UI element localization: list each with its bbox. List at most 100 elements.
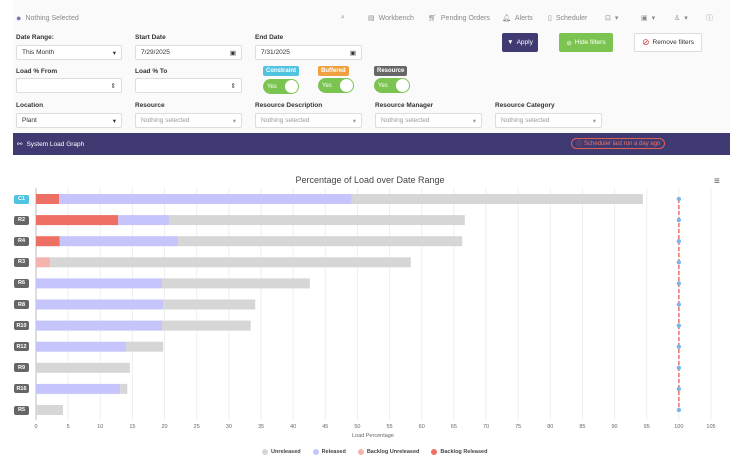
resource-category-select[interactable]: Nothing selected ▾	[495, 113, 602, 128]
language-menu[interactable]: ▣ ▾	[641, 12, 655, 24]
bar-unreleased	[178, 236, 463, 247]
bar-released	[36, 320, 162, 331]
workbench-icon: ▤	[368, 15, 375, 22]
scheduler-status-badge: ⓘ Scheduler last run a day ago	[571, 138, 666, 149]
category-label: R9	[14, 363, 29, 373]
bar-unreleased	[162, 320, 251, 331]
chevron-down-icon: ▾	[684, 15, 688, 22]
target-marker	[676, 260, 682, 265]
x-tick-label: 15	[129, 424, 136, 430]
nav-workbench[interactable]: ▤ Workbench	[368, 14, 414, 23]
x-tick-label: 45	[322, 424, 329, 430]
no-filter-icon: ⊘	[641, 37, 650, 47]
category-label: R6	[14, 278, 29, 288]
category-label: R12	[14, 342, 29, 352]
legend-label: Backlog Released	[440, 449, 488, 455]
legend-marker-icon	[357, 449, 364, 455]
legend-item[interactable]: Backlog Unreleased	[357, 449, 420, 455]
load-to-input[interactable]: ⇕	[135, 78, 242, 93]
bar-released	[36, 383, 121, 394]
bar-backlog-released	[36, 215, 119, 226]
remove-filters-button[interactable]: ⊘ Remove filters	[634, 33, 702, 52]
bar-unreleased	[36, 362, 130, 373]
caret-down-icon: ▾	[112, 117, 116, 125]
bar-unreleased	[36, 405, 63, 415]
legend-item[interactable]: Released	[312, 449, 346, 455]
target-marker	[676, 323, 682, 328]
legend-item[interactable]: Unreleased	[262, 449, 301, 455]
constraint-tag: Constraint	[263, 66, 299, 76]
end-date-input[interactable]: 7/31/2025 ▣	[255, 45, 362, 60]
x-tick-label: 95	[643, 424, 650, 430]
resource-toggle[interactable]: Yes	[374, 78, 410, 93]
clipboard-icon: ▯	[548, 15, 552, 22]
target-marker	[676, 217, 682, 223]
load-chart	[35, 188, 712, 420]
chevron-down-icon: ▾	[651, 15, 656, 22]
apply-button[interactable]: ▼ Apply	[502, 33, 538, 52]
resource-description-label: Resource Description	[255, 102, 323, 109]
legend-marker-icon	[262, 449, 268, 455]
load-from-input[interactable]: ⇕	[16, 78, 122, 93]
target-marker	[676, 344, 682, 349]
buffered-toggle[interactable]: Yes	[318, 78, 354, 93]
help-icon[interactable]: ⓘ	[706, 15, 713, 22]
hide-filters-button[interactable]: ⊘ Hide filters	[559, 33, 613, 52]
resource-label: Resource	[135, 102, 165, 109]
x-tick-label: 10	[97, 424, 104, 430]
x-tick-label: 30	[225, 424, 232, 430]
date-range-label: Date Range:	[16, 34, 54, 41]
chart-menu-icon[interactable]: ≡	[714, 176, 720, 187]
bar-released	[36, 278, 162, 289]
resource-manager-label: Resource Manager	[375, 102, 434, 109]
eye-off-icon: ⊘	[566, 39, 572, 47]
chart-legend: Unreleased Released Backlog Unreleased Back…	[262, 449, 487, 455]
x-tick-label: 35	[257, 424, 265, 430]
load-to-label: Load % To	[135, 68, 168, 75]
target-marker	[676, 365, 682, 370]
caret-down-icon: ▾	[112, 49, 116, 57]
nav-scheduler[interactable]: ▯ Scheduler	[548, 14, 588, 23]
x-tick-label: 20	[161, 424, 168, 430]
date-range-select[interactable]: This Month ▾	[16, 45, 122, 60]
legend-label: Backlog Unreleased	[366, 449, 420, 455]
bar-backlog-unreleased	[36, 257, 51, 268]
buffered-tag: Buffered	[318, 66, 349, 76]
resource-manager-select[interactable]: Nothing selected ▾	[375, 113, 482, 128]
filter-panel	[13, 0, 730, 155]
location-selector[interactable]: ● Nothing Selected	[16, 13, 79, 23]
legend-item[interactable]: Backlog Released	[431, 449, 487, 455]
legend-label: Released	[321, 449, 346, 455]
spinner-icon[interactable]: ⇕	[110, 82, 116, 90]
bar-backlog-released	[36, 194, 60, 204]
category-label: R10	[14, 321, 29, 331]
constraint-toggle[interactable]: Yes	[263, 79, 299, 94]
resource-category-label: Resource Category	[495, 102, 555, 109]
x-tick-label: 0	[34, 424, 38, 430]
bar-released	[59, 236, 179, 247]
spinner-icon[interactable]: ⇕	[230, 82, 236, 90]
chart-title: Percentage of Load over Date Range	[295, 175, 445, 185]
user-menu[interactable]: ♙ ▾	[674, 12, 688, 24]
start-date-input[interactable]: 7/29/2025 ▣	[135, 45, 242, 60]
search-icon[interactable]: ⌕	[341, 14, 345, 21]
cart-icon: 🛒︎	[428, 15, 437, 22]
legend-label: Unreleased	[271, 449, 301, 455]
user-icon: ♙	[674, 15, 681, 22]
bar-unreleased	[163, 299, 256, 310]
nav-pending-orders[interactable]: 🛒︎ Pending Orders	[428, 14, 490, 23]
bar-released	[36, 299, 164, 310]
x-tick-label: 100	[674, 424, 684, 430]
nav-alerts[interactable]: 🔔︎ Alerts	[502, 14, 533, 23]
filter-icon: ▼	[507, 39, 514, 46]
info-icon: ⓘ	[576, 142, 583, 148]
resource-select[interactable]: Nothing selected ▾	[135, 113, 242, 128]
target-marker	[676, 239, 682, 244]
activity-icon: ⊡	[605, 15, 611, 22]
category-label: R3	[14, 257, 29, 267]
calendar-icon: ▣	[349, 49, 356, 57]
monitor-menu[interactable]: ⊡ ▾	[605, 12, 618, 24]
location-select[interactable]: Plant ▾	[16, 113, 122, 128]
x-tick-label: 80	[547, 424, 554, 430]
resource-description-select[interactable]: Nothing selected ▾	[255, 113, 362, 128]
